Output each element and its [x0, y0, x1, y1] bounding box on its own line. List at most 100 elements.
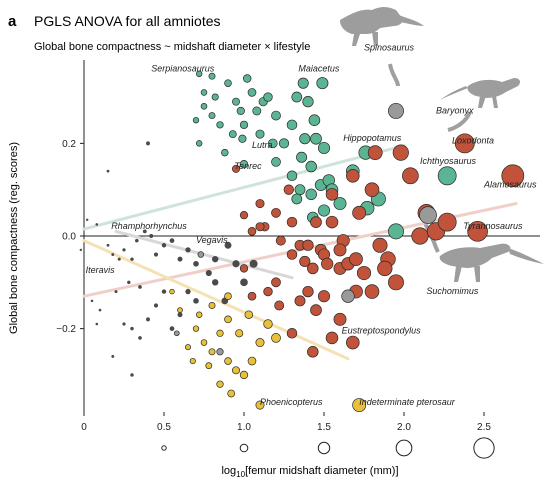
data-point-semi: [247, 227, 257, 236]
data-point-aquatic: [271, 110, 281, 121]
data-point-semi: [346, 168, 360, 183]
data-point-terrestrial: [193, 260, 199, 267]
data-point-terrestrial: [98, 308, 102, 312]
data-point-flying: [255, 400, 265, 410]
data-point-aquatic: [228, 130, 237, 139]
species-labels: Serpianosaurus Maiacetus Spinosaurus Baryon…: [86, 43, 537, 407]
regression-line-flying: [82, 239, 350, 361]
data-point-aquatic: [291, 193, 303, 205]
data-point-aquatic: [316, 77, 329, 90]
data-point-terrestrial: [127, 280, 131, 284]
data-point-terrestrial: [153, 252, 159, 257]
data-point-grey: [419, 206, 437, 225]
data-point-semi: [255, 199, 265, 209]
panel-letter: a: [8, 13, 17, 30]
data-point-terrestrial: [193, 298, 199, 304]
data-point-flying: [192, 325, 200, 332]
data-point-flying: [239, 370, 249, 380]
data-point-aquatic: [333, 197, 347, 211]
data-point-aquatic: [224, 79, 232, 87]
data-point-semi: [275, 235, 286, 246]
x-tick-label: 2.5: [477, 422, 491, 433]
data-point-grey: [174, 330, 180, 337]
data-point-semi: [325, 331, 339, 345]
data-point-terrestrial: [130, 257, 134, 261]
species-label: Maiacetus: [298, 64, 340, 74]
species-label: Tyrannosaurus: [463, 221, 523, 231]
data-point-semi: [402, 167, 419, 185]
spinosaurus-connector: [388, 63, 400, 87]
species-label: Serpianosaurus: [151, 64, 215, 74]
data-points: [79, 70, 525, 413]
size-legend: [161, 437, 495, 459]
x-tick-label: 2.0: [397, 422, 411, 433]
data-point-semi: [299, 255, 311, 268]
data-point-aquatic: [437, 166, 457, 186]
data-point-semi: [333, 243, 347, 257]
data-point-semi: [364, 284, 380, 299]
size-legend-circle: [161, 445, 167, 451]
y-tick-label: −0.2: [56, 324, 76, 335]
data-point-semi: [392, 144, 409, 161]
data-point-semi: [367, 145, 383, 161]
data-point-aquatic: [252, 106, 262, 116]
data-point-semi: [255, 222, 265, 232]
data-point-flying: [263, 319, 273, 329]
data-point-aquatic: [239, 120, 249, 129]
species-label: Alamosaurus: [483, 179, 537, 189]
species-label: Lutra: [252, 140, 273, 150]
data-point-semi: [372, 237, 388, 253]
species-label: Baryonyx: [436, 105, 474, 115]
data-point-aquatic: [211, 93, 219, 101]
data-point-semi: [346, 335, 360, 350]
data-point-grey: [341, 289, 355, 303]
x-tick-label: 0: [81, 422, 87, 433]
data-point-terrestrial: [232, 260, 240, 268]
data-point-semi: [317, 290, 331, 303]
data-point-semi: [307, 346, 319, 358]
data-point-semi: [437, 212, 457, 232]
data-point-semi: [388, 274, 404, 291]
data-point-terrestrial: [153, 303, 159, 308]
data-point-terrestrial: [111, 253, 115, 256]
data-point-flying: [244, 310, 254, 319]
y-axis: 0.2 0.0 −0.2: [56, 60, 85, 412]
data-point-grey: [388, 102, 404, 119]
data-point-aquatic: [310, 132, 322, 145]
species-label: Iteravis: [86, 265, 116, 275]
data-point-terrestrial: [135, 238, 139, 243]
data-point-aquatic: [208, 112, 216, 120]
data-point-aquatic: [208, 72, 216, 80]
data-point-aquatic: [291, 91, 303, 103]
data-point-semi: [307, 262, 319, 275]
data-point-terrestrial: [146, 141, 150, 146]
data-point-semi: [286, 216, 298, 228]
data-point-aquatic: [239, 160, 249, 169]
data-point-terrestrial: [95, 322, 99, 326]
y-axis-label: Global bone compactness (reg. scores): [8, 142, 20, 334]
data-point-aquatic: [242, 74, 252, 83]
data-point-semi: [310, 304, 322, 316]
data-point-aquatic: [286, 119, 298, 131]
data-point-flying: [232, 366, 240, 375]
data-point-terrestrial: [161, 289, 167, 294]
data-point-terrestrial: [212, 255, 219, 263]
species-label: Suchomimus: [426, 286, 479, 296]
baryonyx-connector: [447, 111, 472, 132]
data-point-flying: [224, 357, 232, 365]
x-tick-label: 0.5: [157, 422, 171, 433]
data-point-terrestrial: [142, 229, 147, 234]
data-point-aquatic: [263, 92, 273, 102]
data-point-aquatic: [216, 121, 224, 129]
species-label: Rhamphorhynchus: [111, 221, 187, 231]
data-point-flying: [189, 357, 196, 365]
data-point-terrestrial: [240, 278, 248, 287]
data-point-terrestrial: [114, 290, 118, 294]
data-point-semi: [501, 164, 525, 188]
data-point-flying: [255, 338, 265, 348]
size-legend-circle: [473, 437, 495, 459]
species-label: Hippopotamus: [343, 133, 402, 143]
spinosaurus-silhouette: [340, 7, 424, 46]
data-point-grey: [197, 251, 205, 258]
data-point-aquatic: [308, 114, 321, 127]
